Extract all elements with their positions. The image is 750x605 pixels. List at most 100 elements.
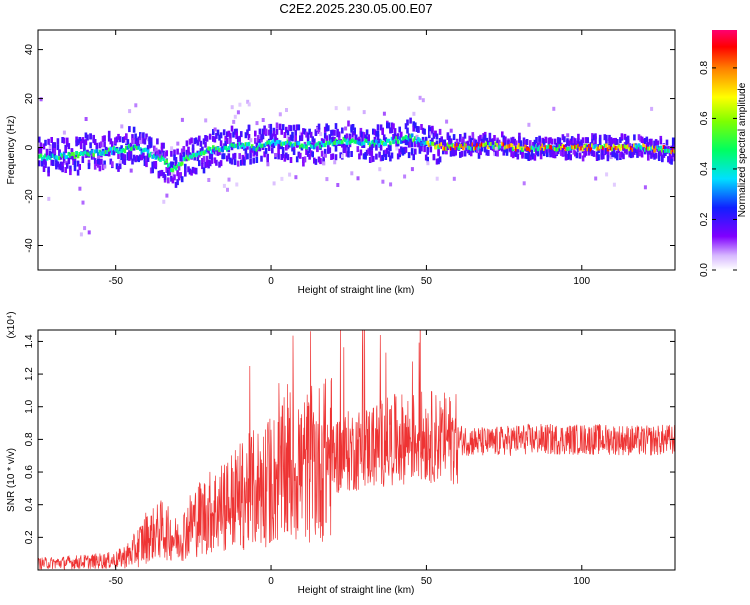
spectrogram-ridge-cell [572, 145, 576, 150]
spectrogram-cell [368, 145, 372, 152]
spectrogram-ridge-cell [153, 153, 156, 158]
spectrogram-ridge-cell [240, 144, 243, 149]
spectrogram-ridge-cell [532, 145, 535, 150]
spectrogram-cell [83, 145, 86, 152]
spectrogram-cell [117, 133, 120, 140]
spectrogram-ridge-cell [305, 145, 308, 150]
spectrogram-ridge-cell [373, 142, 377, 147]
spectrogram-cell [400, 146, 403, 153]
spectrogram-outlier [323, 153, 327, 158]
spectrogram-cell [409, 136, 412, 142]
spectrogram-cell [204, 162, 207, 168]
spectrogram-ridge-cell [510, 143, 513, 148]
spectrogram-cell [516, 153, 520, 160]
spectrogram-cell [162, 172, 165, 178]
spectrogram-outlier [609, 155, 613, 160]
spectrogram-outlier [643, 185, 647, 190]
spectrogram-ridge-cell [264, 141, 268, 146]
spectrogram-cell [238, 153, 241, 160]
spectrogram-cell [75, 136, 78, 143]
spectrogram-cell [561, 145, 565, 152]
spectrogram-ridge-cell [61, 154, 64, 159]
spectrogram-outlier [207, 178, 211, 182]
spectrogram-ridge-cell [518, 143, 521, 148]
spectrogram-cell [269, 123, 273, 130]
spectrogram-cell [120, 154, 123, 160]
spectrogram-ridge-cell [252, 146, 255, 151]
spectrogram-cell [167, 169, 170, 176]
spectrogram-cell [330, 129, 333, 136]
spectrogram-cell [359, 131, 363, 138]
spectrogram-cell [185, 149, 189, 156]
spectrogram-ridge-cell [629, 145, 633, 150]
spectrogram-cell [536, 150, 540, 157]
spectrogram-cell [519, 148, 523, 155]
spectrogram-cell [229, 157, 232, 164]
spectrogram-cell [286, 143, 290, 150]
spectrogram-cell [120, 150, 123, 157]
spectrogram-cell [264, 128, 268, 135]
spectrogram-cell [451, 150, 454, 157]
spectrogram-outlier [429, 131, 433, 136]
colorbar-ticks: 0.0 0.2 0.4 0.6 0.8 [699, 61, 737, 277]
spectrogram-cell [376, 124, 380, 131]
spectrogram-cell [145, 155, 148, 162]
spectrogram-cell [364, 153, 367, 160]
spectrogram-cell [671, 137, 675, 144]
figure-title: C2E2.2025.230.05.00.E07 [279, 1, 432, 16]
spectrogram-cell [204, 141, 207, 148]
spectrogram-ridge-cell [642, 143, 645, 148]
spectrogram-cell [226, 138, 229, 144]
spectrogram-cell [572, 137, 576, 144]
spectrogram-cell [365, 149, 369, 156]
spectrogram-ridge-cell [165, 159, 168, 164]
spectrogram-cell [227, 153, 231, 160]
spectrogram-cell [490, 138, 493, 145]
spectrogram-cell [73, 160, 77, 167]
spectrogram-cell [44, 159, 47, 166]
spectrogram-y-tick-label: -40 [24, 238, 35, 253]
spectrogram-x-tick-label: 100 [573, 276, 590, 287]
spectrogram-cell [176, 148, 179, 155]
spectrogram-ridge-cell [625, 145, 628, 150]
spectrogram-cell [157, 172, 161, 179]
spectrogram-cell [101, 135, 105, 142]
spectrogram-cell [177, 164, 181, 171]
spectrogram-cell [61, 166, 64, 173]
spectrogram-cell [547, 141, 551, 148]
spectrogram-cell [637, 134, 641, 141]
spectrogram-ridge-cell [38, 154, 41, 159]
spectrogram-ridge-cell [72, 152, 75, 157]
spectrogram-ridge-cell [612, 143, 616, 148]
spectrogram-cell [428, 132, 431, 139]
spectrogram-cell [137, 136, 140, 143]
spectrogram-cell [131, 138, 134, 144]
spectrogram-ridge-cell [396, 139, 400, 144]
spectrogram-ridge-cell [614, 146, 617, 150]
spectrogram-outlier [322, 161, 326, 166]
spectrogram-outlier [222, 183, 226, 188]
spectrogram-cell [567, 149, 571, 156]
spectrogram-cell [591, 150, 594, 157]
spectrogram-cell [140, 154, 144, 161]
spectrogram-ridge-cell [438, 143, 442, 148]
spectrogram-cell [485, 149, 489, 156]
spectrogram-ridge-cell [507, 144, 510, 149]
spectrogram-cell [44, 139, 47, 146]
spectrogram-cell [640, 151, 644, 158]
spectrogram-cell [372, 155, 375, 162]
spectrogram-cell [84, 152, 88, 158]
spectrogram-ridge-cell [530, 145, 534, 150]
spectrogram-ridge-cell [521, 147, 524, 152]
colorbar-label: Normalized spectral amplitude [737, 82, 748, 217]
spectrogram-ridge-cell [219, 147, 223, 152]
spectrogram-ridge-cell [650, 146, 653, 151]
spectrogram-cell [445, 143, 448, 150]
spectrogram-ridge-cell [254, 146, 257, 151]
spectrogram-cell [160, 146, 164, 153]
spectrogram-ridge-cell [319, 144, 322, 149]
spectrogram-outlier [493, 152, 497, 157]
spectrogram-cell [149, 167, 153, 174]
spectrogram-cell [208, 133, 212, 140]
spectrogram-cell [69, 169, 72, 176]
